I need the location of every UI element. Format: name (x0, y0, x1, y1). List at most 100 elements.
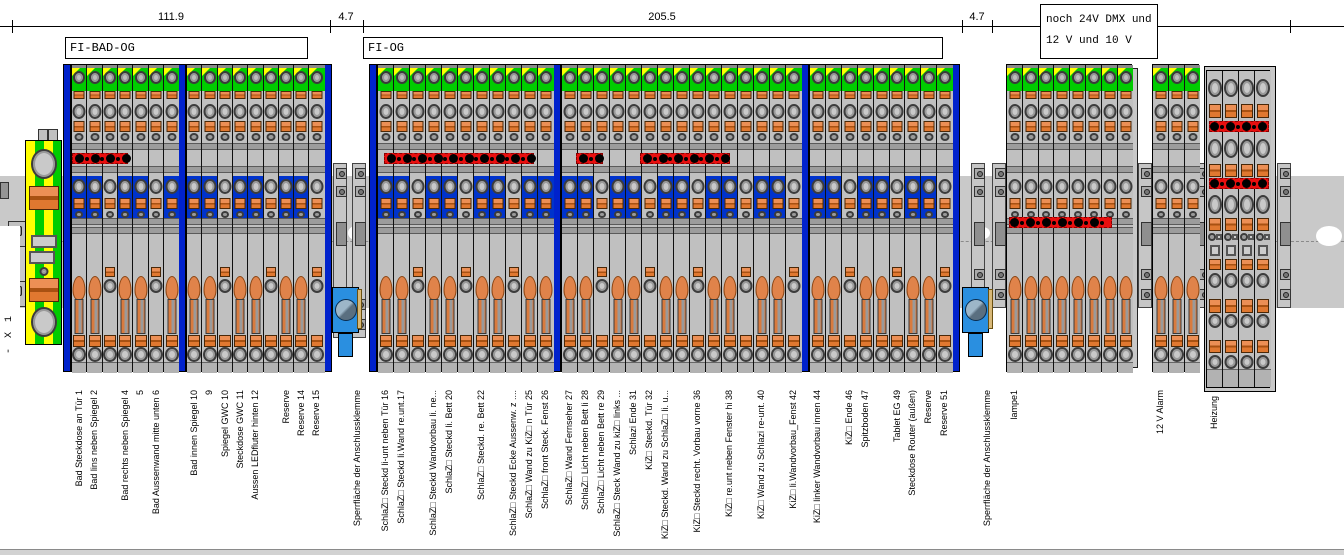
terminal-detail (826, 227, 841, 234)
terminal-detail (491, 104, 504, 119)
terminal-detail (581, 299, 590, 334)
jumper-pin (1052, 221, 1056, 225)
terminal-detail (459, 279, 472, 293)
terminal-detail (460, 267, 471, 277)
terminal-detail (234, 198, 246, 209)
terminal-detail (722, 166, 737, 173)
terminal-detail (1070, 166, 1085, 173)
terminal-detail (72, 143, 86, 150)
terminal-detail (103, 347, 117, 362)
terminal-detail (166, 198, 177, 209)
terminal-detail (103, 104, 117, 119)
terminal-detail (754, 218, 769, 225)
terminal-detail (381, 133, 390, 141)
terminal-detail (394, 143, 409, 150)
terminal-detail (645, 211, 654, 218)
terminal-detail (770, 227, 785, 234)
terminal-detail (1187, 121, 1198, 132)
terminal-detail (810, 218, 825, 225)
terminal-detail (1119, 104, 1132, 119)
terminal-detail (643, 71, 656, 84)
terminal-detail (1102, 227, 1117, 234)
terminal-detail (786, 362, 802, 373)
terminal-detail (810, 347, 825, 362)
bracket-screw (1280, 186, 1291, 197)
terminal-detail (1087, 104, 1100, 119)
terminal-block (1185, 65, 1200, 373)
terminal-detail (522, 218, 537, 225)
terminal-detail (474, 347, 489, 362)
terminal-detail (493, 211, 502, 218)
terminal-detail (281, 133, 291, 141)
terminal-detail (644, 121, 655, 132)
terminal-detail (1209, 245, 1220, 256)
terminal-detail (280, 198, 292, 209)
terminal-detail (1039, 276, 1053, 300)
terminal-detail (939, 198, 951, 209)
terminal-block (294, 65, 309, 373)
terminal-detail (628, 198, 639, 209)
terminal-detail (204, 198, 215, 209)
terminal-block (1255, 71, 1271, 387)
terminal-detail (538, 227, 554, 234)
terminal-detail (1119, 335, 1132, 347)
pe-detail (30, 235, 57, 248)
terminal-detail (443, 71, 456, 84)
terminal-detail (507, 71, 520, 84)
terminal-detail (1118, 347, 1133, 362)
terminal-detail (1026, 133, 1035, 141)
terminal-detail (411, 335, 424, 347)
terminal-circuit-label: SchlaZ□ front Steck. Fenst 26 (540, 390, 550, 509)
terminal-detail (313, 211, 321, 218)
jumper-contact (511, 154, 520, 163)
terminal-detail (1072, 121, 1083, 132)
terminal-circuit-label: KiZ□ linker Wandvorbau innen 44 (812, 390, 822, 524)
terminal-detail (658, 347, 673, 362)
pe-detail (29, 251, 55, 264)
terminal-detail (187, 362, 201, 373)
terminal-detail (379, 104, 392, 119)
terminal-detail (295, 335, 307, 347)
terminal-detail (506, 218, 521, 225)
terminal-detail (542, 211, 550, 218)
terminal-circuit-label: Bad lins neben Spiegel 2 (89, 390, 99, 490)
terminal-detail (861, 133, 870, 141)
terminal-detail (187, 166, 201, 173)
terminal-detail (477, 299, 486, 334)
terminal-detail (643, 335, 656, 347)
terminal-detail (492, 91, 503, 99)
terminal-detail (477, 133, 486, 141)
terminal-detail (525, 211, 534, 218)
terminal-detail (202, 65, 217, 68)
terminal-circuit-label: Reserve (923, 390, 933, 424)
terminal-detail (1102, 143, 1117, 150)
terminal-detail (754, 166, 769, 173)
clamp-wedge (988, 289, 993, 329)
terminal-detail (187, 65, 201, 68)
terminal-detail (1055, 104, 1068, 119)
terminal-detail (1118, 227, 1133, 234)
terminal-detail (218, 179, 232, 194)
terminal-detail (1185, 166, 1200, 173)
terminal-detail (459, 335, 472, 347)
terminal-detail (739, 179, 752, 194)
bracket-screw (995, 289, 1006, 300)
terminal-detail (1169, 166, 1184, 173)
jumper-pin (1100, 221, 1104, 225)
terminal-detail (1071, 71, 1084, 84)
terminal-detail (1086, 143, 1101, 150)
terminal-detail (187, 104, 201, 119)
note-box: noch 24V DMX und 12 V und 10 V (1040, 4, 1158, 59)
terminal-detail (1208, 299, 1221, 313)
terminal-detail (508, 198, 519, 209)
terminal-detail (164, 347, 179, 362)
terminal-detail (674, 143, 689, 150)
jumper-pin (714, 157, 719, 161)
terminal-detail (844, 91, 855, 99)
terminal-block (72, 65, 87, 373)
terminal-detail (564, 121, 575, 132)
terminal-detail (642, 347, 657, 362)
terminal-detail (610, 227, 625, 234)
terminal-detail (939, 71, 951, 84)
terminal-detail (907, 91, 918, 99)
